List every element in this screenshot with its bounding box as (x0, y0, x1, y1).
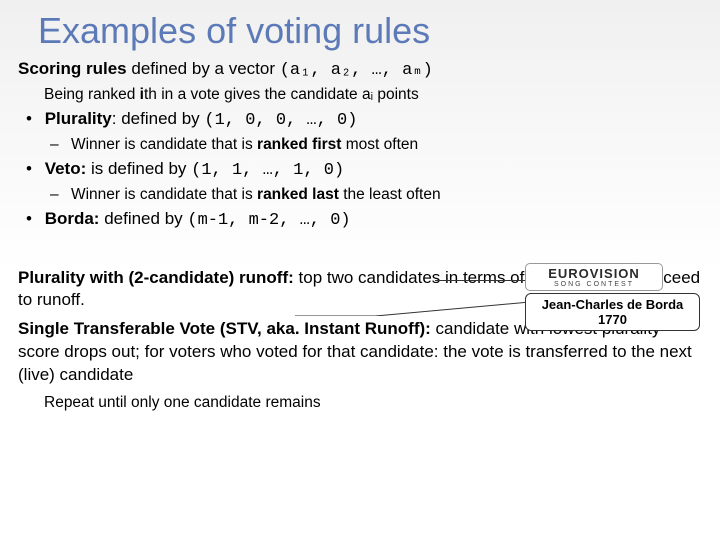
slide-title: Examples of voting rules (38, 10, 702, 52)
borda-rest: defined by (99, 209, 187, 228)
scoring-bold: Scoring rules (18, 59, 127, 78)
runoff-bold: Plurality with (2-candidate) runoff: (18, 268, 294, 287)
stv-bold: Single Transferable Vote (STV, aka. Inst… (18, 319, 431, 338)
scoring-text: defined by a vector (127, 59, 280, 78)
connector-line-borda (295, 302, 530, 316)
plurality-sub: Winner is candidate that is ranked first… (68, 135, 702, 156)
plurality-vector: (1, 0, 0, …, 0) (204, 111, 357, 130)
scoring-sub: Being ranked ith in a vote gives the can… (44, 85, 702, 106)
veto-rest: is defined by (86, 159, 191, 178)
scoring-vector: (a₁, a₂, …, aₘ) (280, 61, 433, 80)
borda-label: Borda: (45, 209, 100, 228)
scoring-line: Scoring rules defined by a vector (a₁, a… (18, 58, 702, 83)
veto-item: Veto: is defined by (1, 1, …, 1, 0) (44, 158, 702, 183)
veto-vector: (1, 1, …, 1, 0) (191, 161, 344, 180)
plurality-item: Plurality: defined by (1, 0, 0, …, 0) (44, 108, 702, 133)
callout-group: EUROVISION SONG CONTEST Jean-Charles de … (525, 263, 700, 331)
eurovision-logo: EUROVISION (532, 266, 656, 281)
eurovision-callout: EUROVISION SONG CONTEST (525, 263, 663, 291)
borda-item: Borda: defined by (m-1, m-2, …, 0) (44, 208, 702, 233)
veto-sub: Winner is candidate that is ranked last … (68, 185, 702, 206)
eurovision-sub: SONG CONTEST (532, 281, 656, 288)
plurality-rest: : defined by (112, 109, 205, 128)
plurality-label: Plurality (45, 109, 112, 128)
borda-vector: (m-1, m-2, …, 0) (187, 211, 350, 230)
stv-sub: Repeat until only one candidate remains (44, 393, 702, 414)
veto-label: Veto: (45, 159, 87, 178)
borda-credit-callout: Jean-Charles de Borda 1770 (525, 293, 700, 331)
